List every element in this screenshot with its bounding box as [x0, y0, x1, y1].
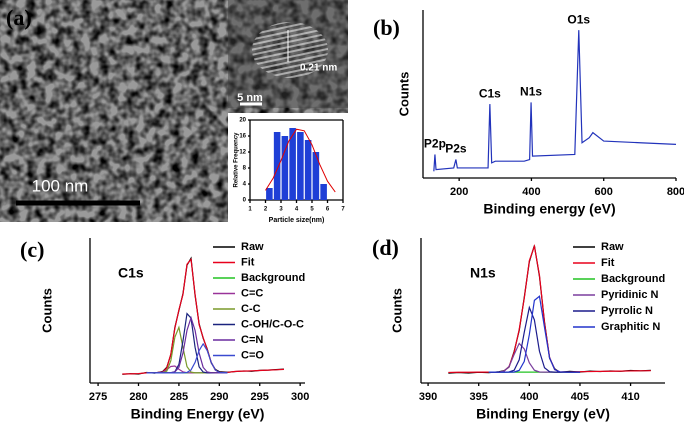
- spectrum-label: N1s: [470, 265, 496, 281]
- series-line: [488, 342, 580, 373]
- legend-label: C=C: [241, 287, 263, 299]
- x-tick-label: 405: [571, 391, 589, 403]
- tem-image-panel: 5 nm 0.21 nm 100 nm (a): [0, 0, 348, 222]
- bar: [281, 136, 289, 200]
- legend-label: Graphitic N: [601, 321, 660, 333]
- bar: [273, 132, 281, 200]
- x-tick-label: 300: [291, 391, 309, 403]
- x-tick-label: 7: [341, 207, 345, 213]
- fit-curve: [265, 128, 336, 193]
- bar: [304, 140, 312, 200]
- x-tick-label: 200: [450, 186, 468, 198]
- x-tick-label: 2: [264, 207, 268, 213]
- lattice-fringes: [252, 22, 328, 78]
- y-tick-label: 12: [239, 150, 246, 156]
- legend-label: Raw: [241, 241, 264, 253]
- bar: [266, 188, 273, 200]
- peak-label: P2s: [445, 142, 467, 156]
- series-line: [488, 295, 580, 373]
- x-axis-label: Particle size(nm): [269, 217, 325, 224]
- bar: [320, 184, 327, 200]
- x-tick-label: 600: [595, 186, 613, 198]
- legend-label: Fit: [241, 256, 255, 268]
- y-tick-label: 20: [239, 118, 246, 124]
- panel-label: (c): [20, 237, 44, 262]
- peak-label: C1s: [479, 86, 501, 100]
- x-tick-label: 390: [419, 391, 437, 403]
- legend-label: C=N: [241, 334, 263, 346]
- panel-label: (a): [6, 5, 32, 30]
- x-tick-label: 290: [210, 391, 228, 403]
- panel-label: (b): [373, 15, 400, 40]
- y-axis-label: Relative Frequency: [234, 132, 240, 188]
- x-tick-label: 285: [170, 391, 188, 403]
- legend-label: C-OH/C-O-C: [241, 318, 304, 330]
- series-line: [146, 325, 228, 374]
- x-tick-label: 395: [470, 391, 488, 403]
- legend-label: Pyrrolic N: [601, 305, 653, 317]
- legend-label: C-C: [241, 303, 261, 315]
- peak-label: P2p: [424, 137, 446, 151]
- panel-label: (d): [372, 235, 399, 260]
- y-axis-label: Counts: [389, 288, 404, 333]
- lattice-label: 0.21 nm: [300, 63, 337, 74]
- legend-label: Raw: [601, 241, 624, 253]
- y-tick-label: 4: [243, 182, 247, 188]
- y-axis-label: Counts: [39, 288, 54, 333]
- legend-label: Fit: [601, 257, 615, 269]
- x-tick-label: 5: [310, 207, 314, 213]
- series-line: [488, 305, 580, 373]
- legend-label: Background: [601, 273, 665, 285]
- x-tick-label: 280: [129, 391, 147, 403]
- x-tick-label: 3: [279, 207, 283, 213]
- bar: [312, 152, 320, 200]
- x-tick-label: 295: [251, 391, 269, 403]
- y-tick-label: 0: [243, 198, 247, 204]
- series-line: [433, 30, 677, 172]
- peak-label: N1s: [520, 85, 542, 99]
- x-tick-label: 400: [520, 391, 538, 403]
- x-axis-label: Binding Energy (eV): [131, 406, 265, 422]
- x-axis-label: Binding energy (eV): [483, 201, 615, 217]
- scale-bar-label: 100 nm: [32, 176, 89, 195]
- x-tick-label: 4: [295, 207, 299, 213]
- x-tick-label: 400: [522, 186, 540, 198]
- x-tick-label: 275: [89, 391, 107, 403]
- x-tick-label: 800: [667, 186, 684, 198]
- y-axis-label: Counts: [396, 72, 411, 117]
- peak-label: O1s: [567, 12, 590, 26]
- series-line: [146, 342, 228, 374]
- legend-label: C=O: [241, 349, 264, 361]
- x-tick-label: 6: [326, 207, 330, 213]
- y-tick-label: 8: [243, 166, 247, 172]
- x-tick-label: 410: [621, 391, 639, 403]
- bar: [297, 132, 304, 200]
- bar: [289, 128, 296, 200]
- y-tick-label: 16: [239, 134, 246, 140]
- x-tick-label: 1: [248, 207, 252, 213]
- x-axis-label: Binding Energy (eV): [476, 406, 610, 422]
- legend-label: Background: [241, 272, 305, 284]
- spectrum-label: C1s: [118, 265, 144, 281]
- scale-bar-label: 5 nm: [237, 92, 263, 104]
- legend-label: Pyridinic N: [601, 289, 659, 301]
